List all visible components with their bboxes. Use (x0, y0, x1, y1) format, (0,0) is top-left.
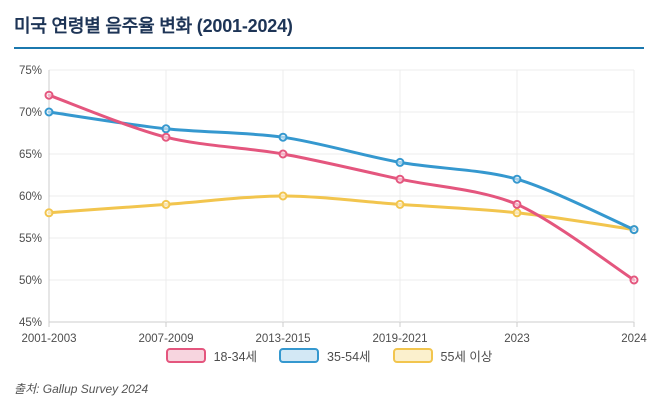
x-tick-label: 2019-2021 (373, 333, 428, 345)
chart-legend: 18-34세 35-54세 55세 이상 (0, 346, 658, 365)
data-point (629, 225, 639, 235)
data-point (395, 199, 405, 209)
legend-swatch (165, 348, 206, 363)
y-tick-label: 65% (19, 149, 42, 161)
legend-label: 18-34세 (213, 350, 258, 364)
data-point (512, 208, 522, 218)
legend-swatch (279, 348, 320, 363)
series-line-55세 이상 (47, 194, 636, 232)
x-tick-label: 2007-2009 (139, 333, 194, 345)
data-point (161, 132, 171, 142)
data-point (44, 107, 54, 117)
data-point (278, 191, 288, 201)
y-tick-label: 55% (19, 233, 42, 245)
data-point (395, 174, 405, 184)
legend-item: 55세 이상 (392, 346, 493, 365)
series-line-18-34세 (47, 93, 636, 282)
data-point (395, 157, 405, 167)
line-chart-svg: 45% 50% 55% 60% 65% 70% 75% 2001-2003 2007-2009 2… (19, 65, 647, 345)
x-tick-label: 2023 (504, 333, 530, 345)
chart-title: 미국 연령별 음주율 변화 (2001-2024) (14, 16, 293, 36)
data-point (512, 199, 522, 209)
y-tick-label: 75% (19, 65, 42, 77)
line-chart: 45% 50% 55% 60% 65% 70% 75% 2001-2003 2007-2009 2… (0, 55, 658, 347)
title-underline (14, 47, 644, 49)
legend-item: 35-54세 (279, 346, 371, 365)
legend-item: 18-34세 (165, 346, 258, 365)
data-point (44, 208, 54, 218)
data-point (161, 199, 171, 209)
data-point (278, 132, 288, 142)
y-tick-label: 60% (19, 191, 42, 203)
y-tick-label: 45% (19, 317, 42, 329)
x-tick-label: 2001-2003 (22, 333, 77, 345)
legend-swatch (392, 348, 433, 363)
legend-label: 35-54세 (327, 350, 371, 364)
x-tick-label: 2013-2015 (256, 333, 311, 345)
x-tick-label: 2024 (621, 333, 647, 345)
data-point (629, 275, 639, 285)
data-point (161, 124, 171, 134)
series-line-35-54세 (47, 110, 636, 232)
data-point (512, 174, 522, 184)
data-point (278, 149, 288, 159)
legend-label: 55세 이상 (440, 350, 493, 364)
source-text: 출처: Gallup Survey 2024 (14, 382, 149, 396)
y-tick-label: 70% (19, 107, 42, 119)
y-tick-label: 50% (19, 275, 42, 287)
data-point (44, 90, 54, 100)
